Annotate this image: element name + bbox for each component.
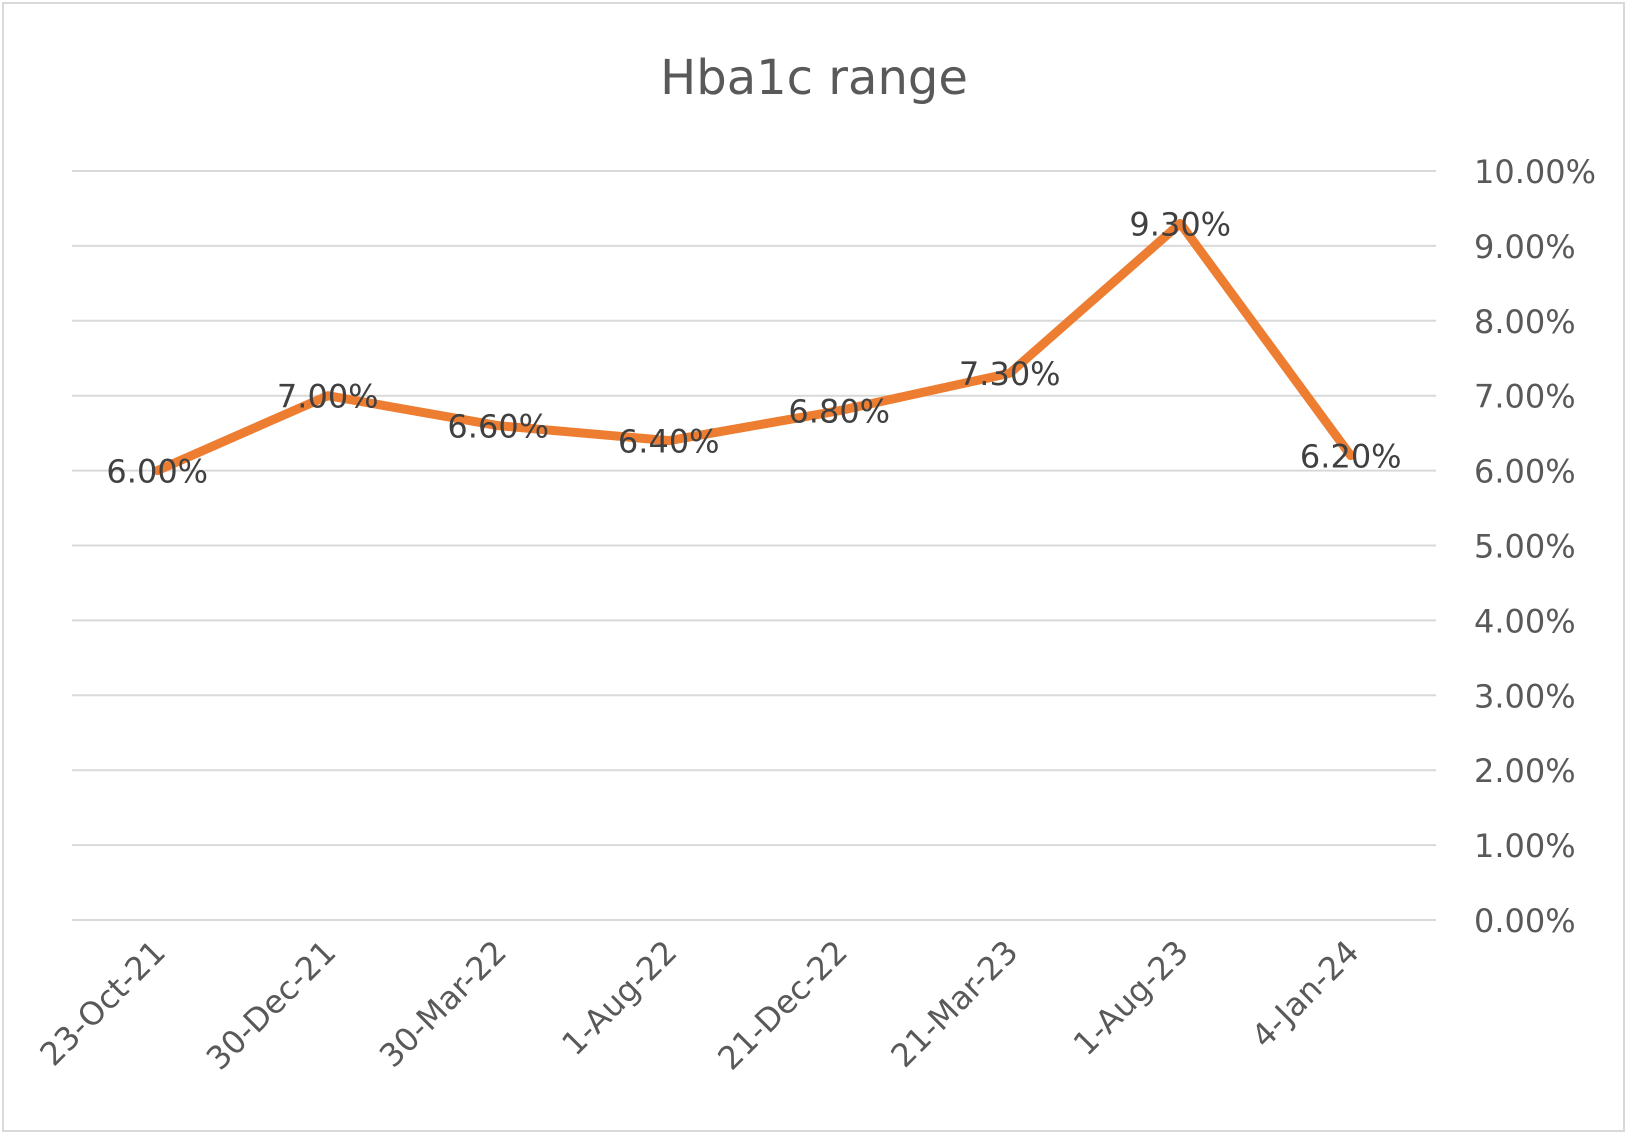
data-label: 6.40%	[618, 423, 720, 461]
x-tick-label: 1-Aug-23	[1066, 933, 1196, 1063]
data-label: 7.00%	[277, 378, 379, 416]
chart-title: Hba1c range	[660, 50, 968, 106]
x-tick-label: 30-Mar-22	[372, 933, 514, 1075]
data-label: 6.20%	[1300, 438, 1402, 476]
gridlines	[72, 170, 1436, 921]
y-tick-label: 8.00%	[1474, 303, 1576, 341]
y-tick-label: 0.00%	[1474, 902, 1576, 940]
series-line	[152, 218, 1356, 476]
data-labels: 6.00% 7.00% 6.60% 6.40% 6.80% 7.30% 9.30% 6.20%	[106, 205, 1401, 490]
data-point	[1349, 454, 1352, 457]
data-point	[838, 409, 841, 412]
x-tick-label: 21-Dec-22	[710, 933, 855, 1078]
data-point	[667, 439, 670, 442]
y-tick-label: 3.00%	[1474, 677, 1576, 715]
data-point	[326, 394, 329, 397]
x-tick-label: 21-Mar-23	[883, 933, 1025, 1075]
data-point	[1008, 372, 1011, 375]
y-tick-label: 1.00%	[1474, 827, 1576, 865]
x-tick-label: 1-Aug-22	[554, 933, 684, 1063]
x-axis-tick-labels: 23-Oct-21 30-Dec-21 30-Mar-22 1-Aug-22 21-De…	[32, 933, 1366, 1078]
data-point	[156, 469, 159, 472]
y-tick-label: 6.00%	[1474, 453, 1576, 491]
y-tick-label: 5.00%	[1474, 528, 1576, 566]
data-label: 9.30%	[1129, 205, 1231, 243]
data-label: 6.80%	[788, 393, 890, 431]
y-tick-label: 9.00%	[1474, 228, 1576, 266]
y-tick-label: 7.00%	[1474, 378, 1576, 416]
x-tick-label: 4-Jan-24	[1244, 933, 1367, 1056]
x-tick-label: 23-Oct-21	[32, 933, 173, 1074]
x-tick-label: 30-Dec-21	[199, 933, 344, 1078]
data-point	[1179, 222, 1182, 225]
data-point	[497, 424, 500, 427]
series-group	[152, 218, 1356, 476]
y-tick-label: 10.00%	[1474, 153, 1596, 191]
y-tick-label: 4.00%	[1474, 602, 1576, 640]
data-label: 6.60%	[447, 408, 549, 446]
data-label: 6.00%	[106, 453, 208, 491]
data-label: 7.30%	[959, 355, 1061, 393]
y-axis-tick-labels: 0.00% 1.00% 2.00% 3.00% 4.00% 5.00% 6.00% 7.00%…	[1474, 153, 1596, 940]
y-tick-label: 2.00%	[1474, 752, 1576, 790]
